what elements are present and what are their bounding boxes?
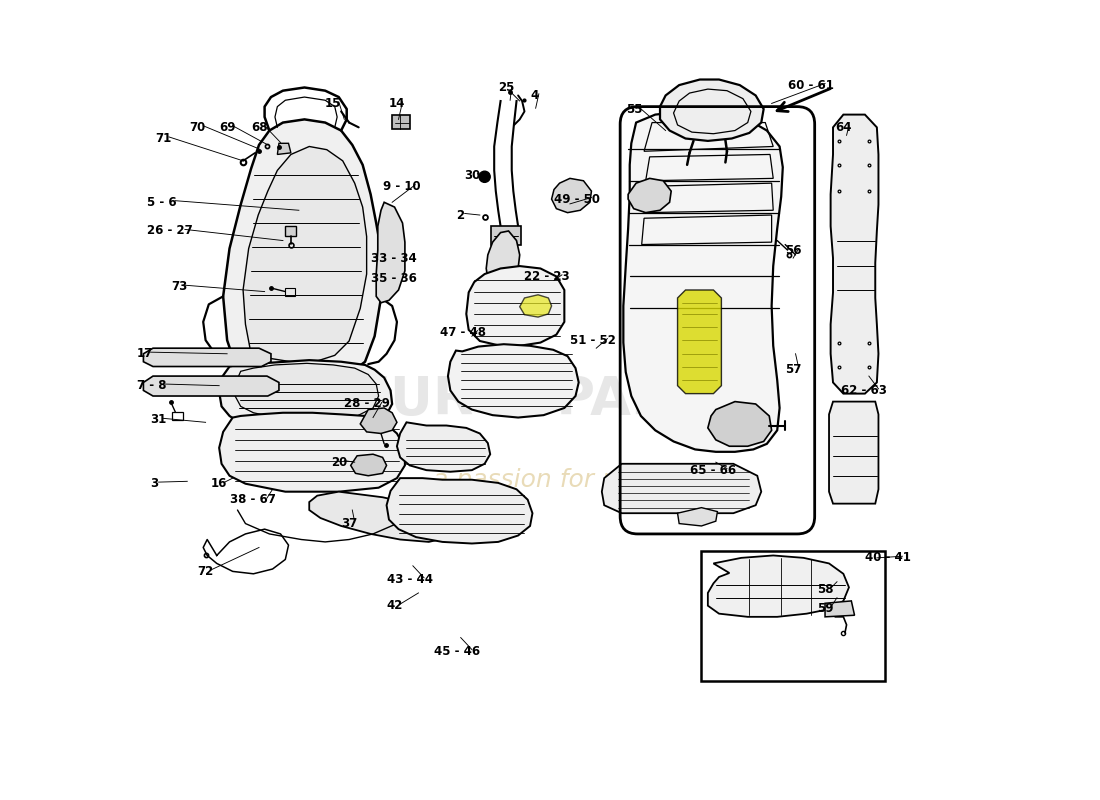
Text: 33 - 34: 33 - 34	[371, 251, 417, 265]
Polygon shape	[551, 178, 592, 213]
Polygon shape	[448, 344, 579, 418]
Text: 47 - 48: 47 - 48	[440, 326, 486, 338]
Text: 30: 30	[464, 169, 480, 182]
Polygon shape	[219, 413, 405, 492]
Text: 35 - 36: 35 - 36	[371, 272, 417, 286]
Text: 58: 58	[817, 583, 834, 596]
Text: 7 - 8: 7 - 8	[138, 379, 166, 392]
Polygon shape	[829, 402, 879, 504]
Polygon shape	[519, 294, 551, 317]
Text: EUROSPARES: EUROSPARES	[354, 374, 746, 426]
Polygon shape	[702, 551, 884, 681]
Text: 2: 2	[455, 209, 464, 222]
Text: 14: 14	[389, 97, 405, 110]
Polygon shape	[486, 231, 519, 285]
Polygon shape	[386, 478, 532, 543]
Polygon shape	[376, 202, 405, 302]
Polygon shape	[397, 422, 491, 472]
Polygon shape	[602, 464, 761, 514]
Text: 55: 55	[626, 102, 642, 115]
Text: 42: 42	[386, 599, 403, 612]
Text: 71: 71	[155, 132, 172, 145]
Polygon shape	[243, 146, 366, 362]
Text: 9 - 10: 9 - 10	[383, 180, 420, 193]
Polygon shape	[351, 454, 386, 476]
Text: a passion for parts: a passion for parts	[433, 468, 667, 492]
Polygon shape	[219, 360, 392, 430]
Polygon shape	[466, 266, 564, 346]
Text: 5 - 6: 5 - 6	[147, 196, 177, 209]
Text: 40 - 41: 40 - 41	[865, 551, 911, 564]
Polygon shape	[491, 226, 521, 245]
Polygon shape	[660, 79, 763, 141]
Polygon shape	[678, 290, 722, 394]
Text: 51 - 52: 51 - 52	[570, 334, 616, 346]
Text: 20: 20	[331, 456, 346, 469]
Text: 65 - 66: 65 - 66	[690, 464, 736, 477]
Text: 56: 56	[785, 244, 802, 257]
Text: 49 - 50: 49 - 50	[554, 193, 600, 206]
Polygon shape	[309, 492, 455, 542]
Text: 60 - 61: 60 - 61	[788, 78, 834, 91]
Text: 69: 69	[219, 121, 235, 134]
Polygon shape	[143, 348, 271, 366]
Polygon shape	[708, 402, 771, 446]
Text: 26 - 27: 26 - 27	[147, 225, 194, 238]
Polygon shape	[285, 226, 297, 236]
Text: 73: 73	[172, 280, 188, 294]
Text: 38 - 67: 38 - 67	[230, 493, 275, 506]
Polygon shape	[628, 178, 671, 213]
Text: 25: 25	[498, 81, 515, 94]
Polygon shape	[624, 111, 783, 452]
Polygon shape	[825, 601, 855, 617]
Polygon shape	[143, 376, 279, 396]
Text: 17: 17	[138, 347, 153, 360]
Text: 28 - 29: 28 - 29	[344, 398, 390, 410]
Text: 37: 37	[341, 517, 358, 530]
Text: 62 - 63: 62 - 63	[842, 384, 887, 397]
Polygon shape	[392, 114, 410, 129]
Text: 57: 57	[785, 363, 802, 376]
Polygon shape	[678, 508, 717, 526]
Text: 68: 68	[251, 121, 267, 134]
Text: 3: 3	[150, 478, 158, 490]
Text: 72: 72	[198, 565, 213, 578]
Text: 31: 31	[150, 414, 166, 426]
Polygon shape	[235, 363, 378, 421]
Text: 22 - 23: 22 - 23	[525, 270, 570, 283]
Text: 16: 16	[211, 478, 228, 490]
Polygon shape	[223, 119, 381, 373]
Text: 4: 4	[530, 89, 538, 102]
Text: 70: 70	[189, 121, 206, 134]
Text: 64: 64	[835, 121, 851, 134]
Polygon shape	[361, 408, 397, 434]
Polygon shape	[708, 555, 849, 617]
Text: 15: 15	[326, 97, 342, 110]
Text: 45 - 46: 45 - 46	[434, 645, 481, 658]
Polygon shape	[830, 114, 879, 394]
Text: 43 - 44: 43 - 44	[386, 573, 432, 586]
Text: 59: 59	[817, 602, 834, 615]
Circle shape	[478, 171, 491, 182]
Polygon shape	[277, 143, 290, 154]
